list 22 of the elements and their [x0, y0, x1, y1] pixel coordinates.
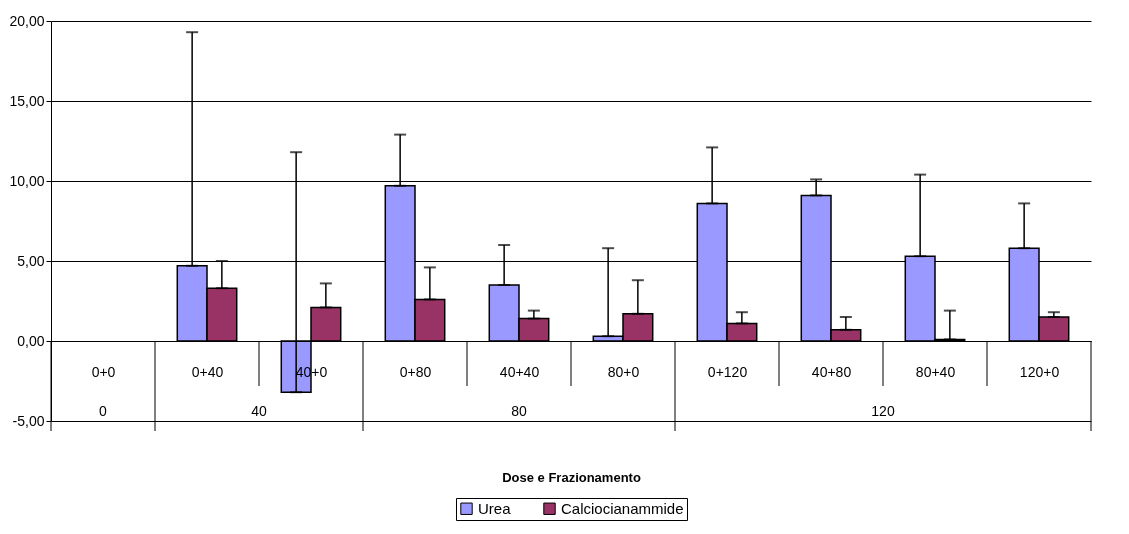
- y-tick-label: 15,00: [9, 92, 45, 109]
- annotation: 0: [99, 403, 108, 419]
- x-tick-label: 0+40: [191, 363, 224, 380]
- annotation: 80: [511, 403, 527, 419]
- y-tick-label: 0,00: [17, 332, 45, 349]
- y-tick-label: 5,00: [17, 252, 45, 269]
- x-tick-label: 40+40: [499, 363, 540, 380]
- x-tick-label: 40+80: [811, 363, 852, 380]
- x-tick-label: 120+0: [1019, 363, 1060, 380]
- annotation: 120: [871, 403, 895, 419]
- x-tick-label: 80+40: [915, 363, 956, 380]
- x-tick-label: 0+120: [707, 363, 748, 380]
- legend-label: Calciocianammide: [561, 499, 684, 517]
- y-tick-label: 10,00: [9, 172, 45, 189]
- y-tick-label: -5,00: [12, 412, 45, 429]
- x-axis-title: Dose e Frazionamento: [502, 469, 641, 485]
- x-tick-label: 80+0: [607, 363, 640, 380]
- annotation: 40: [251, 403, 267, 419]
- y-tick-label: 20,00: [9, 12, 45, 29]
- x-tick-label: 0+0: [91, 363, 116, 380]
- x-tick-label: 0+80: [399, 363, 432, 380]
- legend-label: Urea: [478, 499, 512, 517]
